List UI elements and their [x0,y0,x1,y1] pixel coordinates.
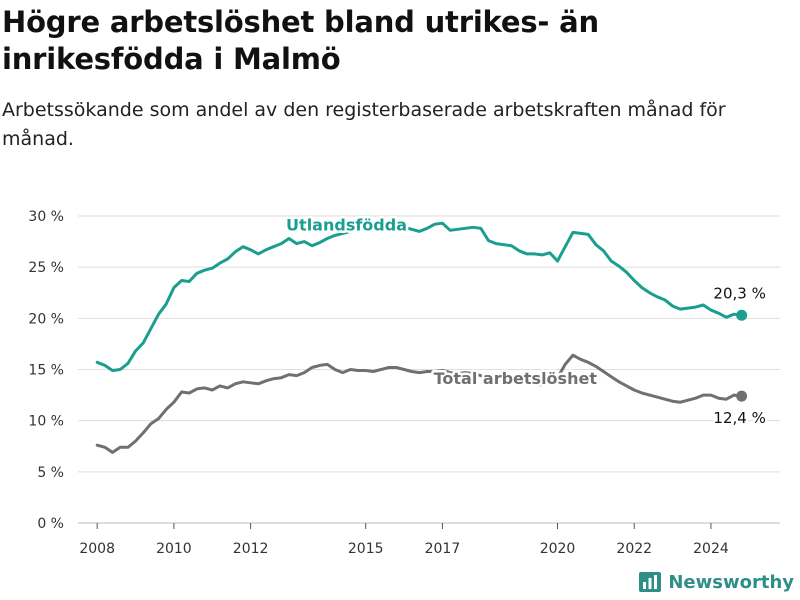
x-tick-label: 2015 [348,541,384,557]
total-label: Total arbetslöshet [434,369,598,388]
y-tick-label: 20 % [28,311,64,327]
x-tick-label: 2012 [233,541,269,557]
y-tick-label: 15 % [28,363,64,379]
y-tick-label: 0 % [37,516,64,532]
series-lines [95,220,748,454]
total-line [95,353,744,454]
chart-subtitle: Arbetssökande som andel av den registerb… [2,99,726,150]
x-tick-label: 2024 [693,541,729,557]
y-tick-label: 30 % [28,209,64,225]
y-tick-label: 5 % [37,465,64,481]
x-tick-label: 2017 [425,541,461,557]
utlandsfodda-end-dot [736,309,748,321]
y-tick-label: 10 % [28,414,64,430]
total-end-dot [736,390,748,402]
x-tick-label: 2022 [616,541,652,557]
utlandsfodda-label: Utlandsfödda [286,215,407,234]
x-tick-label: 2008 [79,541,115,557]
y-tick-label: 25 % [28,260,64,276]
x-tick-label: 2010 [156,541,192,557]
x-tick-label: 2020 [540,541,576,557]
series-labels: Utlandsfödda Total arbetslöshet 20,3 % 12,4… [284,213,768,429]
utlandsfodda-line [95,220,744,372]
total-end-label: 12,4 % [713,409,765,427]
utlandsfodda-end-label: 20,3 % [713,284,765,302]
gridlines [78,215,780,524]
brand-name: Newsworthy [668,571,794,593]
chart-title: Högre arbetslöshet bland utrikes- än inr… [2,5,599,76]
newsworthy-brand: Newsworthy [638,570,794,594]
x-axis: 2008 2010 2012 2015 2017 2020 2022 2024 [79,523,729,557]
bar-chart-logo-icon [639,572,662,592]
y-axis: 0 % 5 % 10 % 15 % 20 % 25 % 30 % [28,209,64,532]
